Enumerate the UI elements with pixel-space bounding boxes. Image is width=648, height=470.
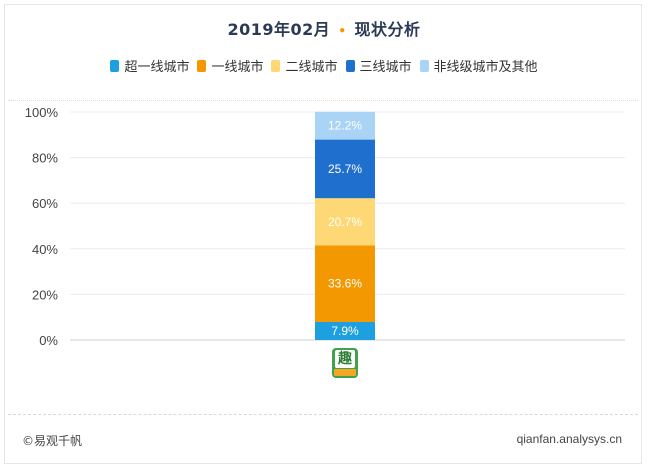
- legend-label: 二线城市: [285, 60, 338, 75]
- source-url: qianfan.analysys.cn: [516, 432, 622, 446]
- y-tick-label: 100%: [25, 105, 59, 120]
- legend-divider: [8, 100, 638, 102]
- legend-label: 三线城市: [359, 60, 412, 75]
- footer-divider: [8, 414, 638, 416]
- bar-segment: [315, 245, 375, 322]
- bar-segment: [315, 198, 375, 246]
- bar-segment: [315, 321, 375, 340]
- bar-segment: [315, 111, 375, 140]
- legend-label: 非线级城市及其他: [433, 60, 538, 75]
- app-logo-stripe: [334, 369, 356, 376]
- y-tick-label: 20%: [32, 287, 58, 302]
- legend-swatch: [345, 59, 355, 72]
- app-logo-glyph: 趣: [335, 350, 355, 368]
- title-separator: •: [338, 23, 347, 38]
- chart-legend: 超一线城市 一线城市 二线城市 三线城市 非线级城市及其他: [0, 56, 648, 76]
- data-label: 12.2%: [328, 119, 362, 133]
- legend-label: 一线城市: [211, 60, 264, 75]
- legend-item: 非线级城市及其他: [419, 56, 538, 75]
- y-tick-label: 60%: [32, 196, 58, 211]
- chart-title: 2019年02月 • 现状分析: [0, 16, 648, 40]
- legend-swatch: [419, 59, 429, 72]
- data-label: 33.6%: [328, 277, 362, 291]
- legend-item: 二线城市: [271, 56, 338, 75]
- legend-item: 三线城市: [345, 56, 412, 75]
- title-sub: 现状分析: [354, 20, 421, 39]
- app-logo-icon: 趣: [332, 348, 358, 378]
- source-credit: ©易观千帆: [22, 434, 83, 448]
- bar-segment: [315, 139, 375, 199]
- data-label: 7.9%: [331, 324, 359, 338]
- legend-swatch: [110, 59, 120, 72]
- legend-label: 超一线城市: [124, 60, 190, 75]
- y-tick-label: 80%: [32, 151, 58, 166]
- legend-item: 一线城市: [197, 56, 263, 75]
- legend-swatch: [197, 59, 207, 72]
- legend-swatch: [271, 59, 281, 72]
- y-tick-label: 40%: [32, 242, 58, 257]
- data-label: 20.7%: [328, 215, 362, 229]
- title-main: 2019年02月: [227, 20, 331, 39]
- legend-item: 超一线城市: [110, 56, 189, 75]
- data-label: 25.7%: [328, 162, 362, 176]
- y-tick-label: 0%: [39, 333, 58, 348]
